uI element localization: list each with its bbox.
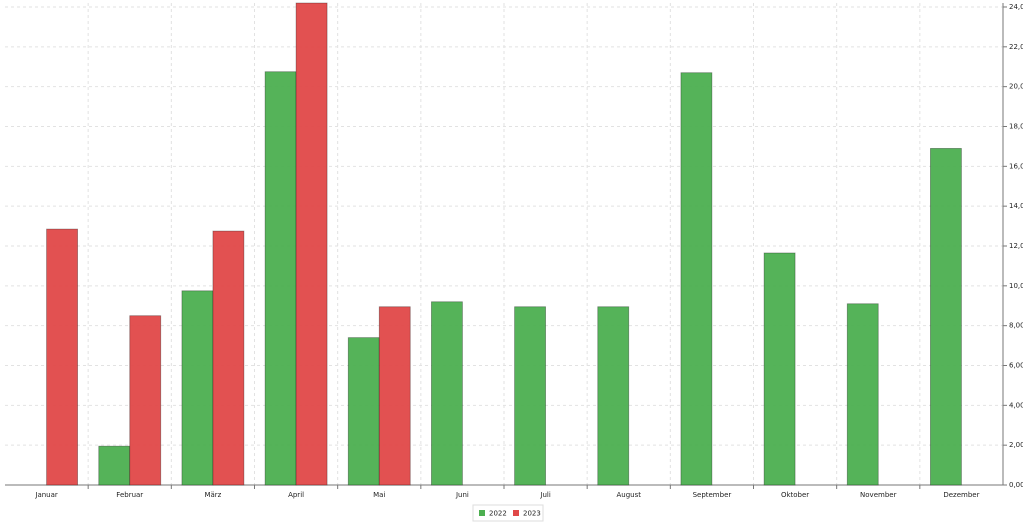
x-tick-label: März xyxy=(204,491,221,499)
bar xyxy=(930,147,962,486)
x-tick-label: September xyxy=(693,491,732,499)
y-tick-label: 0,00 xyxy=(1009,481,1023,489)
legend-swatch xyxy=(479,510,485,516)
y-tick-label: 4,00 xyxy=(1009,401,1023,409)
bar xyxy=(46,228,78,486)
bar xyxy=(212,230,245,486)
x-tick-label: Juli xyxy=(539,491,550,499)
x-tick-label: Dezember xyxy=(943,491,979,499)
x-tick-label: November xyxy=(860,491,897,499)
y-tick-label: 18,00 xyxy=(1009,122,1023,130)
x-tick-label: Januar xyxy=(34,491,58,499)
legend-box xyxy=(472,504,544,522)
y-tick-label: 24,00 xyxy=(1009,3,1023,11)
y-tick-label: 22,00 xyxy=(1009,43,1023,51)
y-tick-label: 14,00 xyxy=(1009,202,1023,210)
x-tick-label: August xyxy=(617,491,642,499)
bar xyxy=(347,337,380,486)
y-tick-label: 16,00 xyxy=(1009,162,1023,170)
bar xyxy=(763,252,796,486)
y-tick-label: 20,00 xyxy=(1009,83,1023,91)
bar xyxy=(846,303,879,486)
bar xyxy=(129,315,162,486)
bar xyxy=(295,2,328,486)
x-tick-label: Mai xyxy=(373,491,385,499)
bar xyxy=(680,72,713,486)
bar xyxy=(98,445,131,486)
y-tick-label: 2,00 xyxy=(1009,441,1023,449)
y-tick-label: 8,00 xyxy=(1009,322,1023,330)
bar xyxy=(181,290,214,486)
legend-label: 2022 xyxy=(489,510,507,518)
bar xyxy=(431,301,463,486)
bar xyxy=(264,71,297,486)
y-tick-label: 10,00 xyxy=(1009,282,1023,290)
x-tick-label: Februar xyxy=(116,491,143,499)
y-tick-label: 6,00 xyxy=(1009,361,1023,369)
bar xyxy=(378,306,411,486)
x-tick-label: Oktober xyxy=(781,491,809,499)
bar xyxy=(514,306,546,486)
x-tick-label: Juni xyxy=(455,491,469,499)
x-tick-label: April xyxy=(288,491,304,499)
y-tick-label: 12,00 xyxy=(1009,242,1023,250)
legend-label: 2023 xyxy=(523,510,541,518)
legend-swatch xyxy=(513,510,519,516)
bar xyxy=(597,306,630,486)
